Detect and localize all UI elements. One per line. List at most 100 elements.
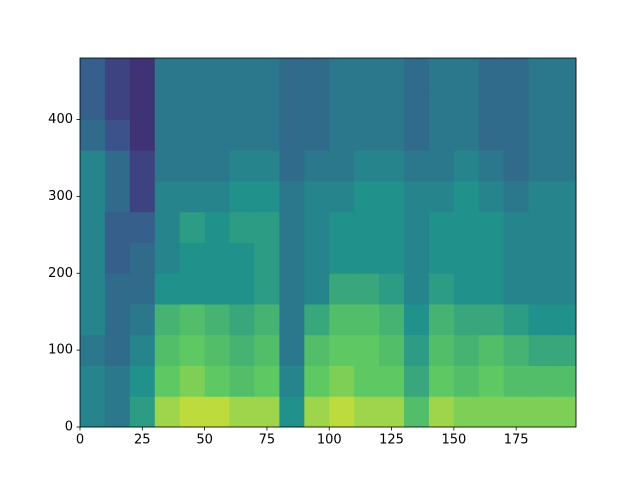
heat-cell [428, 242, 455, 274]
heat-cell [503, 181, 530, 213]
heat-cell [279, 150, 305, 182]
heat-cell [204, 365, 231, 397]
heat-cell [254, 365, 280, 397]
heat-cell [179, 396, 206, 428]
heat-cell [329, 58, 355, 90]
y-tick-label: 400 [48, 112, 73, 127]
heat-cell [528, 181, 555, 213]
heat-cell [428, 58, 455, 90]
heat-cell [304, 181, 330, 213]
heat-cell [204, 150, 231, 182]
heat-cell [503, 396, 530, 428]
heat-cell [154, 181, 181, 213]
heat-cell [553, 181, 577, 213]
heat-cell [229, 334, 255, 366]
heat-cell [453, 119, 480, 151]
heat-cell [329, 211, 355, 243]
heat-cell [478, 365, 505, 397]
heat-cell [329, 273, 355, 305]
heat-cell [154, 396, 181, 428]
heat-cell [354, 119, 380, 151]
heat-cell [204, 58, 231, 90]
heat-cell [179, 119, 206, 151]
heat-cell [304, 273, 330, 305]
heat-cell [179, 181, 206, 213]
heat-cell [154, 365, 181, 397]
heat-cell [104, 304, 131, 336]
heat-cell [254, 304, 280, 336]
x-tick-label: 25 [134, 433, 151, 448]
heat-cell [304, 242, 330, 274]
heat-cell [404, 88, 430, 120]
heat-cell [528, 88, 555, 120]
heat-cell [379, 365, 405, 397]
heat-cell [279, 181, 305, 213]
heat-cell [329, 181, 355, 213]
heat-cell [304, 88, 330, 120]
heat-cell [553, 58, 577, 90]
heat-cell [179, 88, 206, 120]
heat-cell [279, 211, 305, 243]
heat-cell [254, 58, 280, 90]
heat-cell [354, 150, 380, 182]
heat-cell [553, 396, 577, 428]
heat-cell [428, 334, 455, 366]
heat-cell [204, 273, 231, 305]
heat-cell [304, 365, 330, 397]
heat-cell [254, 211, 280, 243]
x-tick-label: 50 [196, 433, 213, 448]
heat-cell [503, 242, 530, 274]
heat-cell [453, 211, 480, 243]
heat-cell [329, 88, 355, 120]
heat-cell [404, 304, 430, 336]
heat-cell [553, 304, 577, 336]
heat-cell [528, 304, 555, 336]
heat-cell [503, 150, 530, 182]
heat-cell [404, 150, 430, 182]
heat-cell [204, 211, 231, 243]
heat-cell [104, 242, 131, 274]
heat-cell [528, 119, 555, 151]
heat-cell [129, 58, 156, 90]
x-tick-label: 125 [379, 433, 404, 448]
x-tick-label: 100 [317, 433, 342, 448]
heat-cell [104, 334, 131, 366]
heat-cell [129, 242, 156, 274]
heat-cell [129, 396, 156, 428]
heat-cell [528, 396, 555, 428]
heat-cell [404, 365, 430, 397]
heat-cell [154, 273, 181, 305]
heat-cell [254, 181, 280, 213]
heat-cell [229, 211, 255, 243]
heat-cell [204, 334, 231, 366]
heat-cell [279, 119, 305, 151]
heat-cell [428, 150, 455, 182]
heat-cell [254, 119, 280, 151]
heat-cell [528, 242, 555, 274]
heat-cell [354, 334, 380, 366]
heat-cell [478, 181, 505, 213]
heat-cell [354, 365, 380, 397]
heat-cell [154, 242, 181, 274]
heat-cell [104, 365, 131, 397]
heat-cell [129, 211, 156, 243]
heat-cell [80, 119, 106, 151]
heat-cell [379, 58, 405, 90]
x-tick-label: 175 [504, 433, 529, 448]
heat-cell [478, 273, 505, 305]
heat-cell [329, 396, 355, 428]
heat-cell [229, 181, 255, 213]
heat-cell [354, 242, 380, 274]
heat-cell [329, 304, 355, 336]
heat-cell [129, 119, 156, 151]
heat-cell [204, 396, 231, 428]
heat-cell [453, 242, 480, 274]
heat-cell [304, 211, 330, 243]
heat-cell [229, 396, 255, 428]
heat-cell [453, 365, 480, 397]
heat-cell [379, 273, 405, 305]
heat-cell [329, 150, 355, 182]
heat-cell [129, 181, 156, 213]
heat-cell [453, 273, 480, 305]
heat-cell [80, 242, 106, 274]
